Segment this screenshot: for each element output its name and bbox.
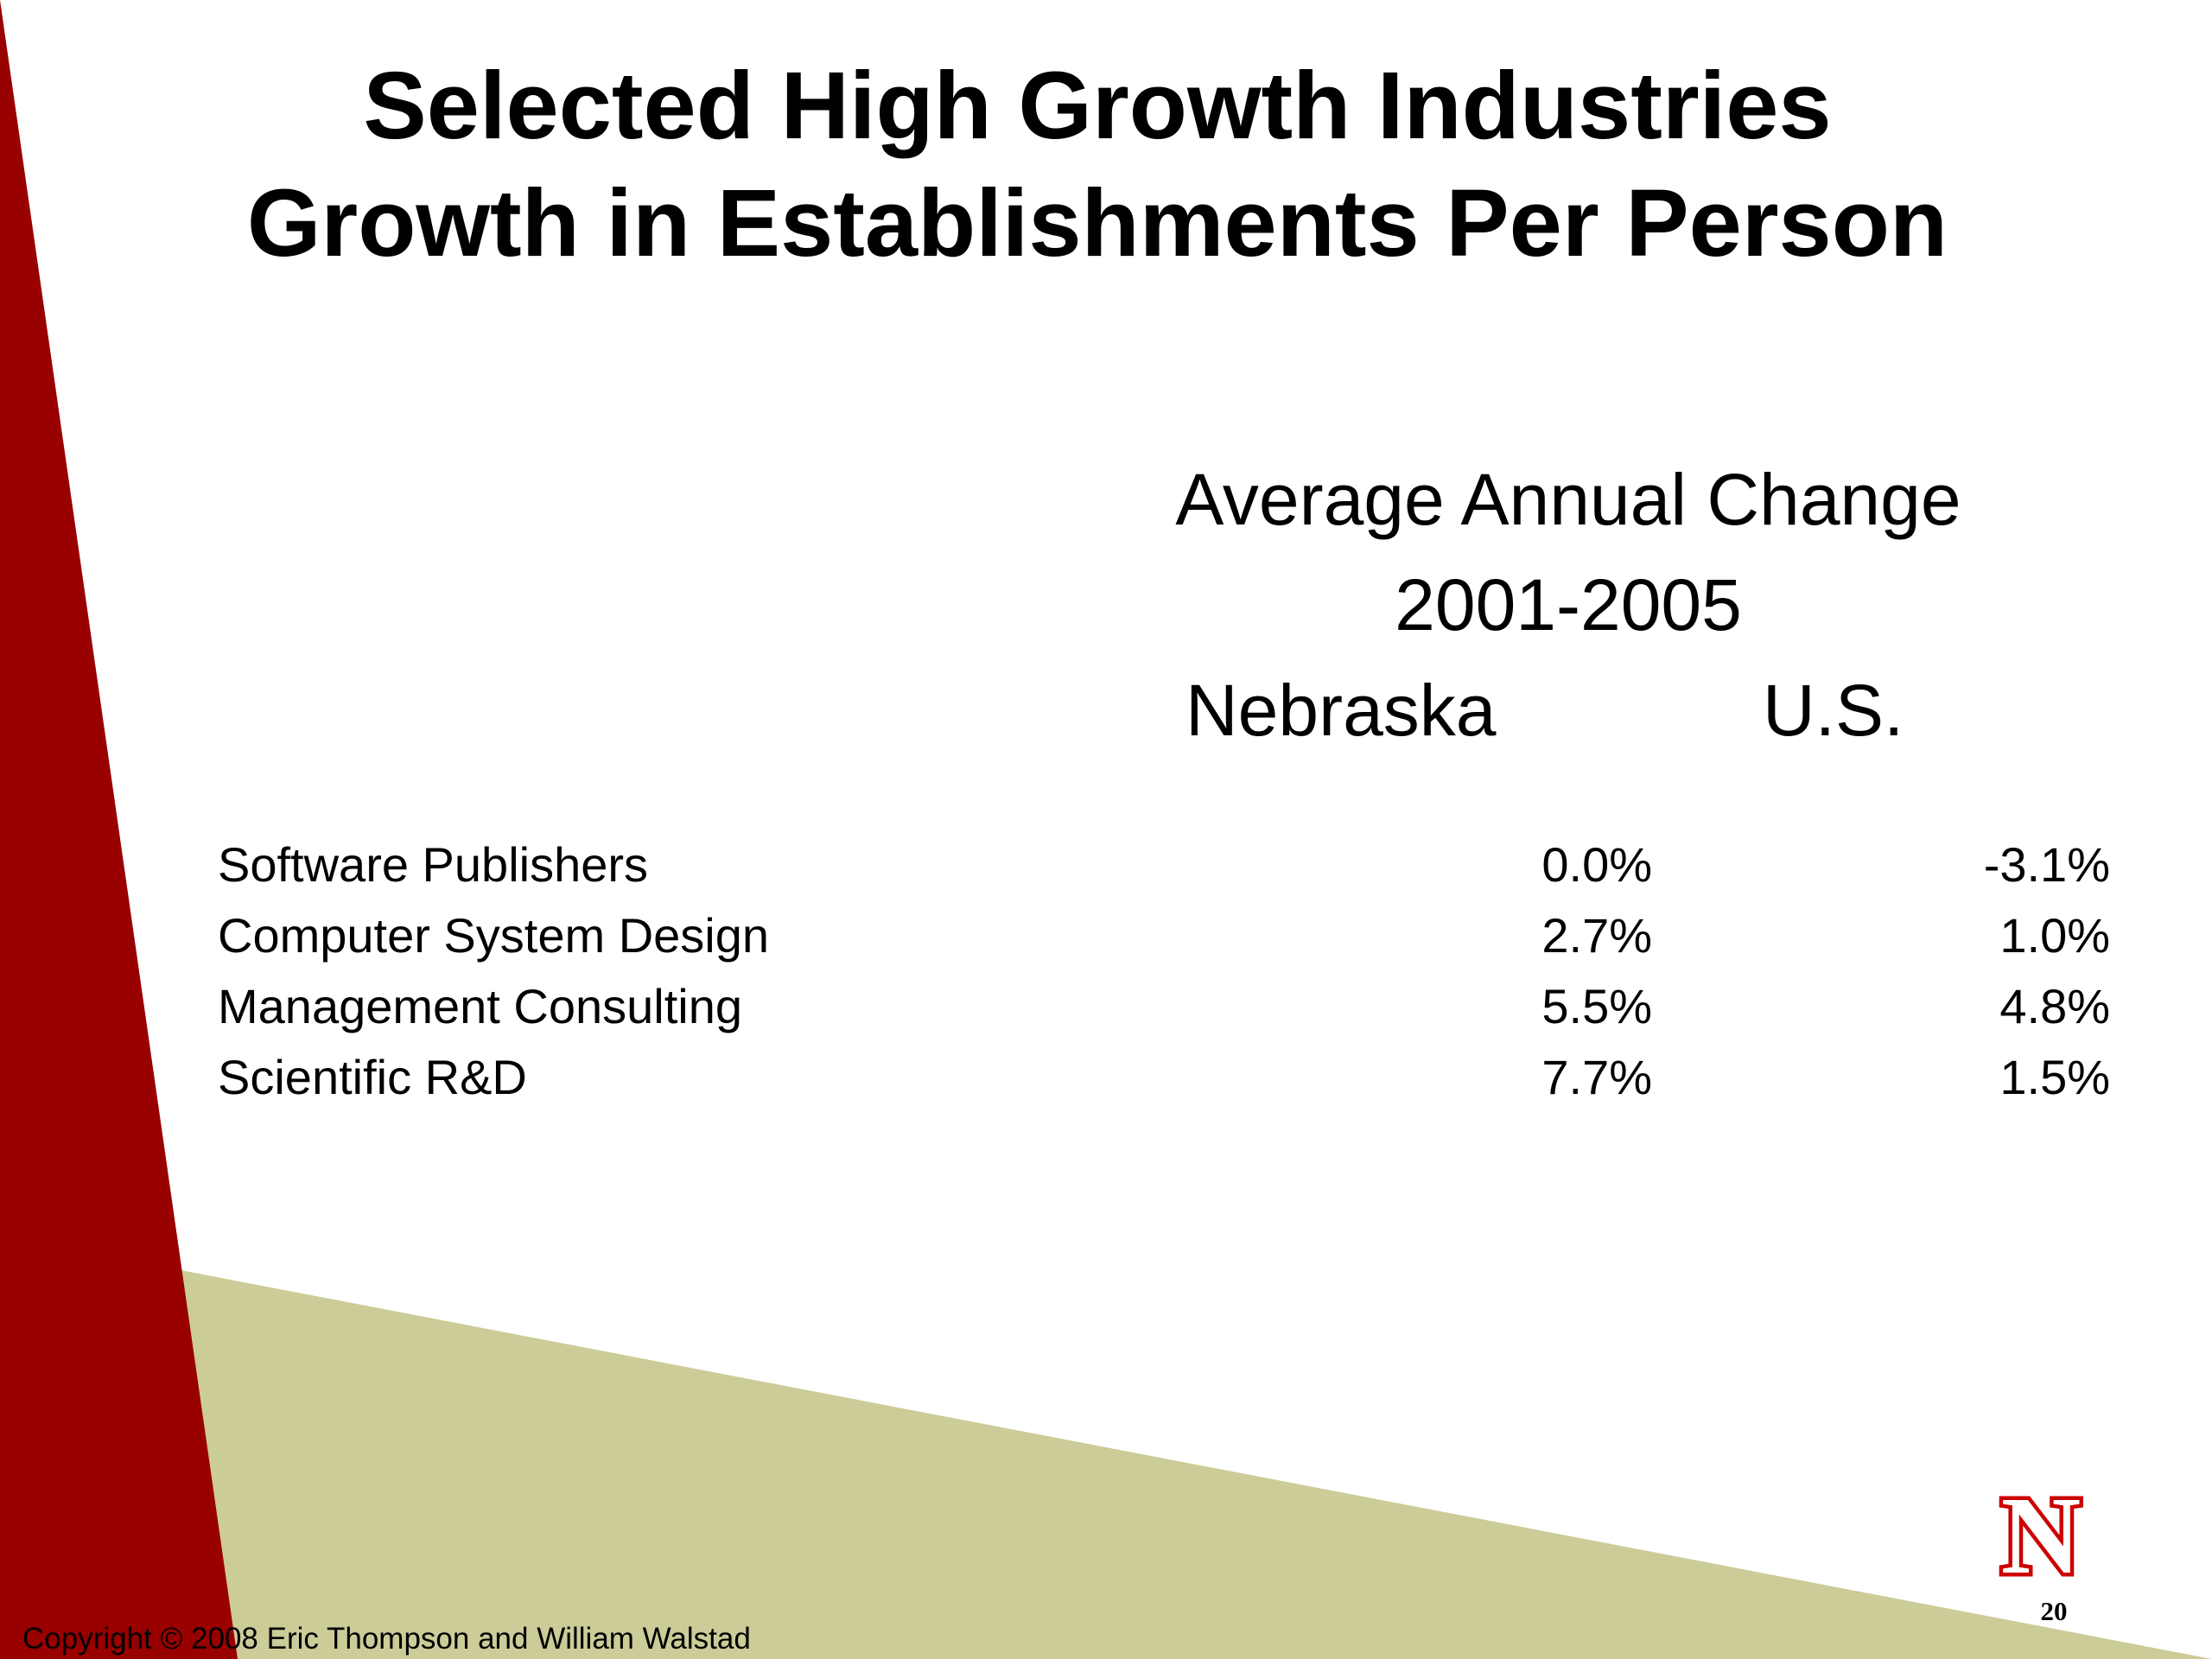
nebraska-value: 7.7% (1541, 1050, 1652, 1104)
us-value: 1.5% (1999, 1050, 2110, 1104)
table-header-period: 2001-2005 (1395, 564, 1742, 645)
column-header-nebraska: Nebraska (1185, 670, 1497, 751)
row-label: Computer System Design (218, 908, 770, 963)
table-row: Scientific R&D 7.7% 1.5% (218, 1042, 2110, 1113)
copyright-notice: Copyright © 2008 Eric Thompson and Willi… (22, 1622, 751, 1656)
growth-table: Software Publishers 0.0% -3.1% Computer … (218, 830, 2110, 1113)
nebraska-value: 0.0% (1541, 837, 1652, 892)
table-row: Software Publishers 0.0% -3.1% (218, 830, 2110, 900)
nebraska-value: 2.7% (1541, 908, 1652, 963)
title-line-2: Growth in Establishments Per Person (246, 170, 1948, 276)
us-value: 4.8% (1999, 979, 2110, 1033)
title-line-1: Selected High Growth Industries (363, 53, 1832, 159)
red-wedge (0, 0, 238, 1659)
table-row: Computer System Design 2.7% 1.0% (218, 900, 2110, 971)
row-label: Software Publishers (218, 837, 649, 892)
us-value: 1.0% (1999, 908, 2110, 963)
khaki-wedge (0, 1236, 2212, 1659)
nebraska-n-logo-icon: N (1997, 1484, 2084, 1580)
us-value: -3.1% (1983, 837, 2110, 892)
page-number: 20 (2040, 1596, 2068, 1626)
row-label: Management Consulting (218, 979, 743, 1033)
nebraska-value: 5.5% (1541, 979, 1652, 1033)
table-row: Management Consulting 5.5% 4.8% (218, 971, 2110, 1042)
column-header-us: U.S. (1763, 670, 1904, 751)
table-header-average-annual-change: Average Annual Change (1175, 459, 1961, 540)
slide-title: Selected High Growth Industries Growth i… (0, 48, 2195, 283)
row-label: Scientific R&D (218, 1050, 527, 1104)
logo-letter: N (2001, 1484, 2081, 1580)
